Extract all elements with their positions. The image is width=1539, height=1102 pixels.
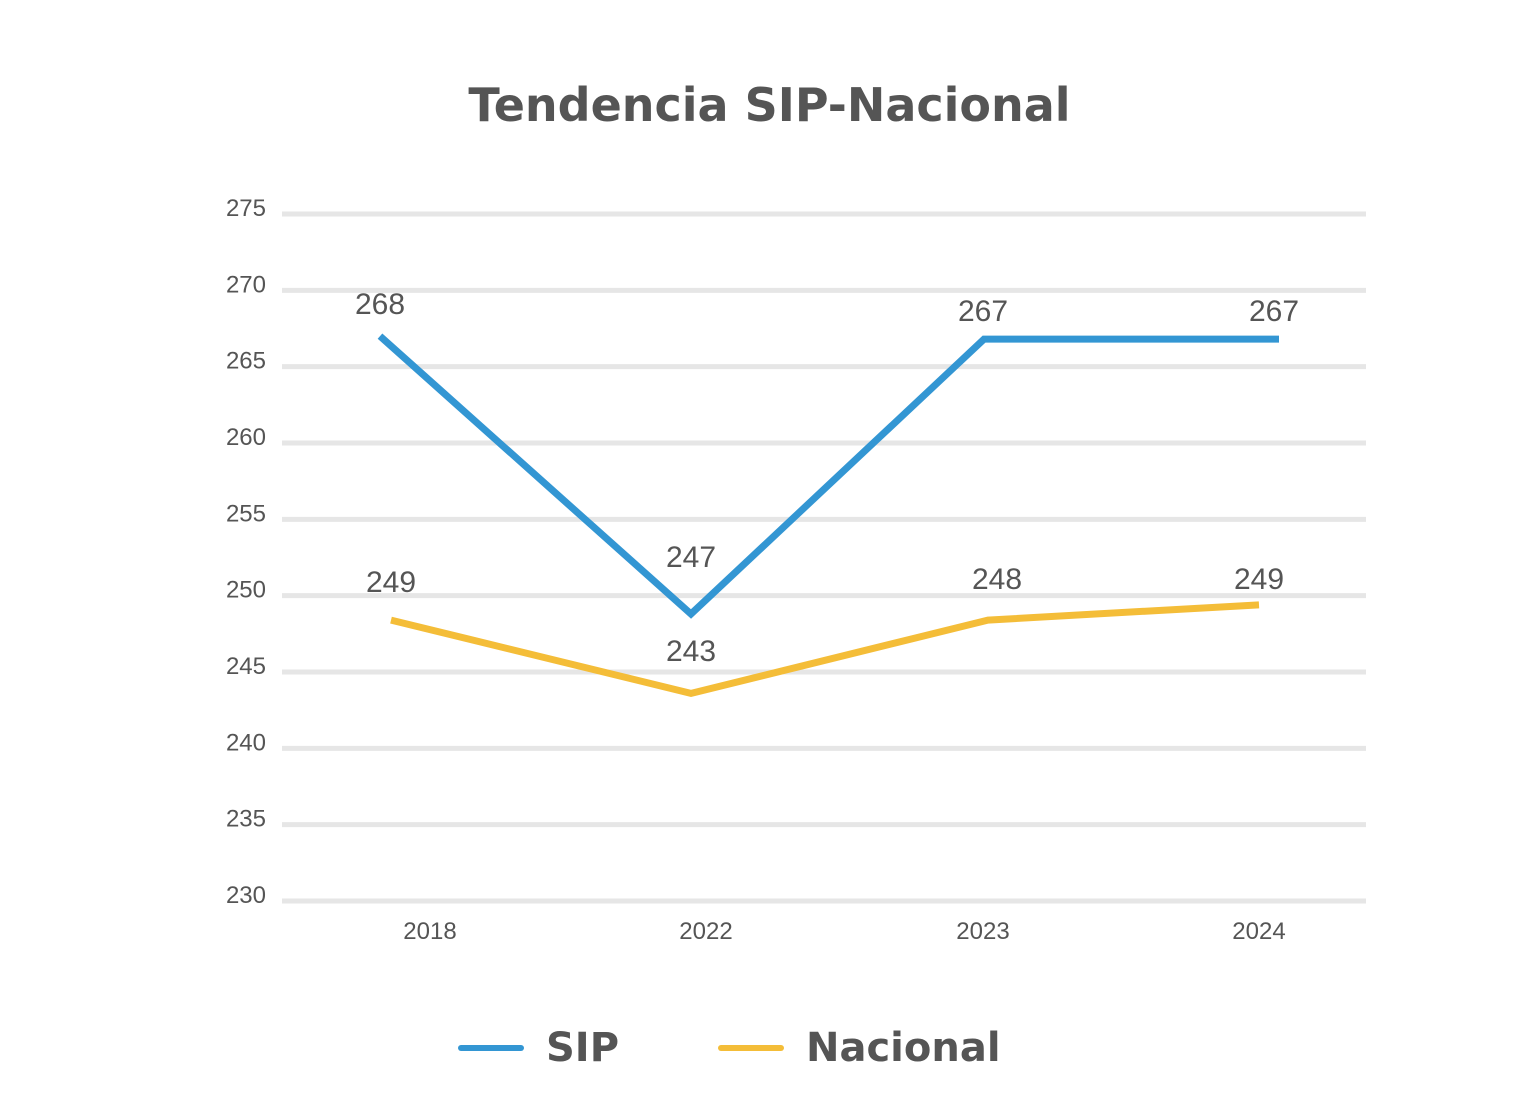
data-label-nacional-2018: 249 xyxy=(366,566,416,599)
y-tick-label-235: 235 xyxy=(226,806,266,833)
x-tick-label-2023: 2023 xyxy=(956,918,1009,945)
legend-item-sip: SIP xyxy=(458,1018,619,1078)
data-label-nacional-2022: 243 xyxy=(666,635,716,668)
data-label-sip-2018: 268 xyxy=(355,288,405,321)
y-tick-label-260: 260 xyxy=(226,424,266,451)
x-tick-label-2024: 2024 xyxy=(1232,918,1285,945)
y-tick-label-245: 245 xyxy=(226,653,266,680)
y-tick-label-250: 250 xyxy=(226,577,266,604)
legend: SIP Nacional xyxy=(0,1018,1539,1078)
legend-swatch-sip xyxy=(458,1045,524,1051)
y-tick-label-275: 275 xyxy=(226,195,266,222)
series-line-sip xyxy=(377,333,1279,619)
data-label-sip-2022: 247 xyxy=(666,541,716,574)
gridlines xyxy=(282,211,1366,904)
legend-swatch-nacional xyxy=(718,1045,784,1051)
legend-label-nacional: Nacional xyxy=(806,1025,1001,1071)
data-label-nacional-2023: 248 xyxy=(972,563,1022,596)
series-lines xyxy=(377,333,1279,697)
data-label-nacional-2024: 249 xyxy=(1234,563,1284,596)
series-line-nacional xyxy=(390,601,1260,697)
data-label-sip-2024: 267 xyxy=(1249,295,1299,328)
x-tick-label-2018: 2018 xyxy=(403,918,456,945)
y-tick-label-270: 270 xyxy=(226,271,266,298)
legend-label-sip: SIP xyxy=(546,1025,620,1071)
chart-title: Tendencia SIP-Nacional xyxy=(468,78,1071,132)
y-axis-tick-labels: 230 235 240 245 250 255 260 265 270 275 xyxy=(226,195,266,909)
y-tick-label-240: 240 xyxy=(226,729,266,756)
y-tick-label-230: 230 xyxy=(226,882,266,909)
x-axis-tick-labels: 2018 2022 2023 2024 xyxy=(403,918,1285,945)
data-label-sip-2023: 267 xyxy=(958,295,1008,328)
x-tick-label-2022: 2022 xyxy=(679,918,732,945)
y-tick-label-265: 265 xyxy=(226,348,266,375)
data-labels: 268 247 267 267 249 243 248 249 xyxy=(355,288,1299,668)
y-tick-label-255: 255 xyxy=(226,500,266,527)
legend-item-nacional: Nacional xyxy=(718,1018,1001,1078)
